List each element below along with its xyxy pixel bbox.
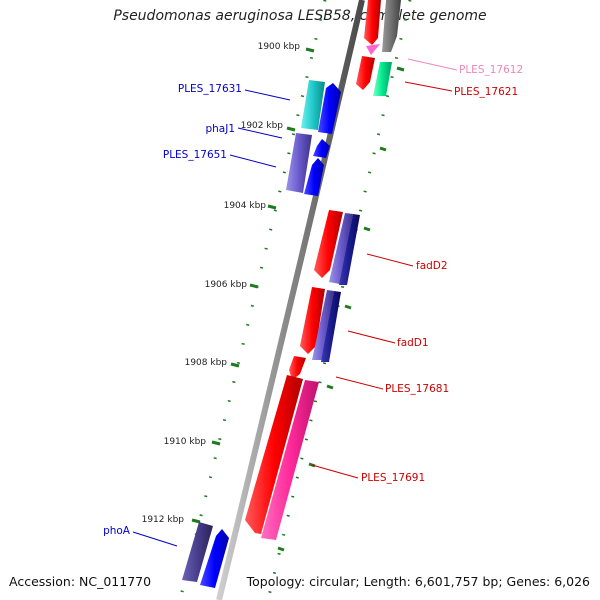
gene-arrow-ples-17651-blue[interactable] <box>304 158 324 196</box>
gene-arrow-ples-17691-pink[interactable] <box>261 380 319 540</box>
gene-arrow-fadd1-slate[interactable] <box>312 290 334 360</box>
scale-label: 1906 kbp <box>205 280 248 290</box>
scale-ticks <box>191 47 315 524</box>
scale-tick <box>305 47 315 53</box>
gene-arrow-top-gray[interactable] <box>382 0 401 52</box>
gene-arrow-ples-17631-blue[interactable] <box>318 83 341 134</box>
scale-tick <box>230 362 240 368</box>
scale-label: 1908 kbp <box>185 358 228 368</box>
scale-tick <box>249 283 259 289</box>
gene-arrow-ples-17621-red[interactable] <box>356 56 375 90</box>
gene-arrow-phaj1[interactable] <box>313 139 330 158</box>
outer-dash <box>363 226 371 232</box>
gene-arrow-ples-17612[interactable] <box>366 44 380 55</box>
gene-arrow-fadd1-red[interactable] <box>300 287 325 354</box>
scale-label: 1902 kbp <box>241 121 284 131</box>
gene-labels: PLES_17612 PLES_17621 PLES_17631 phaJ1 P… <box>103 64 523 537</box>
scale-label: 1910 kbp <box>164 437 207 447</box>
scale-tick <box>211 440 221 446</box>
leader-line-ples-17691 <box>311 464 359 479</box>
topology-text: Topology: circular; Length: 6,601,757 bp… <box>246 574 590 589</box>
leader-line-fadd2 <box>366 253 414 267</box>
gene-arrow-fadd1-navy[interactable] <box>321 291 341 362</box>
leader-line-fadd1 <box>347 330 396 344</box>
scale-tick <box>191 518 201 524</box>
gene-arrow-fadd2-navy[interactable] <box>339 214 360 285</box>
gene-arrow-ples-17631-cyan[interactable] <box>301 80 325 130</box>
gene-label-phaj1[interactable]: phaJ1 <box>205 123 235 135</box>
gene-label-ples-17681[interactable]: PLES_17681 <box>385 383 449 395</box>
outer-dash <box>344 304 352 310</box>
leader-line-phoa <box>132 531 178 547</box>
leader-line-ples-17631 <box>244 89 291 101</box>
gene-arrow-ples-17651-slate[interactable] <box>286 133 312 193</box>
scale-tick <box>286 126 296 132</box>
gene-arrow-top-red[interactable] <box>364 0 381 45</box>
gene-label-ples-17651[interactable]: PLES_17651 <box>163 149 227 161</box>
gene-arrow-phoa-blue[interactable] <box>200 529 229 588</box>
scale-label: 1912 kbp <box>142 515 185 525</box>
leader-line-ples-17681 <box>335 376 384 390</box>
scale-tick <box>267 204 277 210</box>
gene-arrow-ples-17691-red[interactable] <box>245 375 303 534</box>
gene-label-ples-17691[interactable]: PLES_17691 <box>361 472 425 484</box>
gene-arrow-fadd2-red[interactable] <box>314 210 343 278</box>
gene-label-ples-17612[interactable]: PLES_17612 <box>459 64 523 76</box>
scale-label: 1904 kbp <box>224 201 267 211</box>
outer-dash <box>326 384 334 390</box>
outer-dash <box>396 66 405 72</box>
outer-dash <box>379 146 387 152</box>
outer-tick-track <box>266 0 412 600</box>
accession-text: Accession: NC_011770 <box>9 574 152 589</box>
outer-dash <box>277 546 285 552</box>
gene-label-ples-17631[interactable]: PLES_17631 <box>178 83 242 95</box>
genome-backbone <box>216 0 365 600</box>
leader-line-ples-17612 <box>407 58 458 71</box>
gene-arrow-ples-17621-mint[interactable] <box>373 62 392 96</box>
gene-arrow-fadd2-slate[interactable] <box>329 213 353 284</box>
gene-arrow-phoa-slate[interactable] <box>182 522 213 582</box>
scale-label: 1900 kbp <box>258 42 301 52</box>
gene-label-phoa[interactable]: phoA <box>103 525 131 537</box>
gene-arrow-ples-17681[interactable] <box>289 356 306 380</box>
leader-line-ples-17621 <box>404 81 453 92</box>
scale-labels: 1900 kbp 1902 kbp 1904 kbp 1906 kbp 1908… <box>142 42 301 525</box>
leader-line-ples-17651 <box>229 154 277 168</box>
outer-dashes <box>277 66 405 552</box>
gene-label-fadd1[interactable]: fadD1 <box>397 337 429 349</box>
leader-lines <box>132 58 458 547</box>
leader-line-phaj1 <box>237 127 283 139</box>
gene-label-fadd2[interactable]: fadD2 <box>416 260 448 272</box>
gene-label-ples-17621[interactable]: PLES_17621 <box>454 86 518 98</box>
